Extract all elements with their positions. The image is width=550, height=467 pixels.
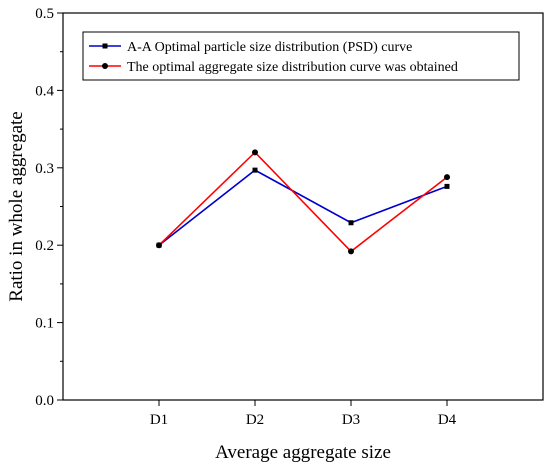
series-1: [156, 167, 450, 248]
series-line: [158, 151, 448, 253]
y-tick-label: 0.1: [35, 316, 54, 332]
y-tick-label: 0.5: [35, 6, 54, 22]
data-point: [252, 167, 258, 173]
x-tick-label: D2: [246, 412, 264, 428]
legend-swatch-marker: [102, 43, 108, 49]
x-tick-label: D3: [342, 412, 360, 428]
series-2: [156, 149, 450, 255]
y-tick-label: 0.2: [35, 238, 54, 254]
series-line: [158, 169, 448, 246]
data-point: [444, 174, 450, 181]
legend-item: The optimal aggregate size distribution …: [89, 60, 458, 75]
y-axis-title: Ratio in whole aggregate: [6, 111, 27, 301]
series-layer: [156, 149, 450, 255]
legend-box: [82, 31, 520, 81]
legend-swatch-marker: [102, 63, 108, 69]
data-point: [444, 183, 450, 189]
legend: A-A Optimal particle size distribution (…: [82, 31, 520, 81]
y-tick-label: 0.3: [35, 161, 54, 177]
legend-label: A-A Optimal particle size distribution (…: [127, 40, 412, 55]
data-point: [156, 242, 162, 249]
x-tick-label: D1: [150, 412, 168, 428]
y-axis-ticks: 0.0 0.1 0.2 0.3 0.4 0.5: [35, 6, 63, 409]
data-point: [348, 248, 354, 255]
y-tick-label: 0.0: [35, 393, 54, 409]
x-axis-title: Average aggregate size: [215, 442, 391, 463]
y-tick-label: 0.4: [35, 83, 54, 99]
x-tick-label: D4: [438, 412, 457, 428]
x-axis-ticks: D1 D2 D3 D4: [150, 400, 457, 428]
data-point: [348, 220, 354, 226]
legend-label: The optimal aggregate size distribution …: [127, 60, 458, 75]
data-point: [252, 149, 258, 156]
legend-item: A-A Optimal particle size distribution (…: [89, 40, 412, 55]
